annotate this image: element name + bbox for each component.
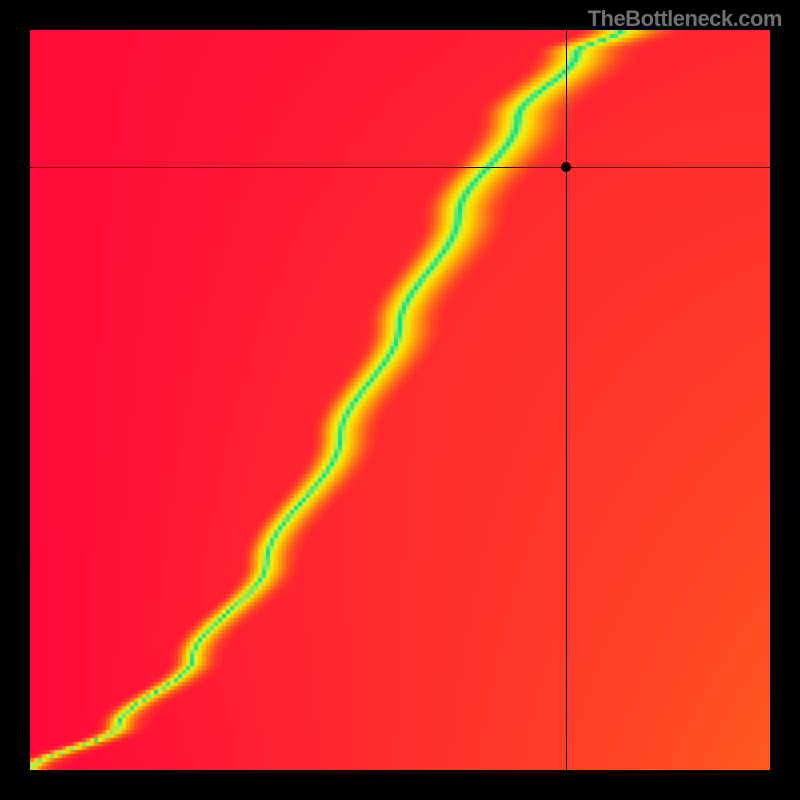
watermark-text: TheBottleneck.com — [588, 6, 782, 32]
selection-marker-dot — [561, 162, 571, 172]
heatmap-canvas — [30, 30, 770, 770]
bottleneck-heatmap — [30, 30, 770, 770]
crosshair-horizontal — [30, 167, 770, 168]
crosshair-vertical — [566, 30, 567, 770]
